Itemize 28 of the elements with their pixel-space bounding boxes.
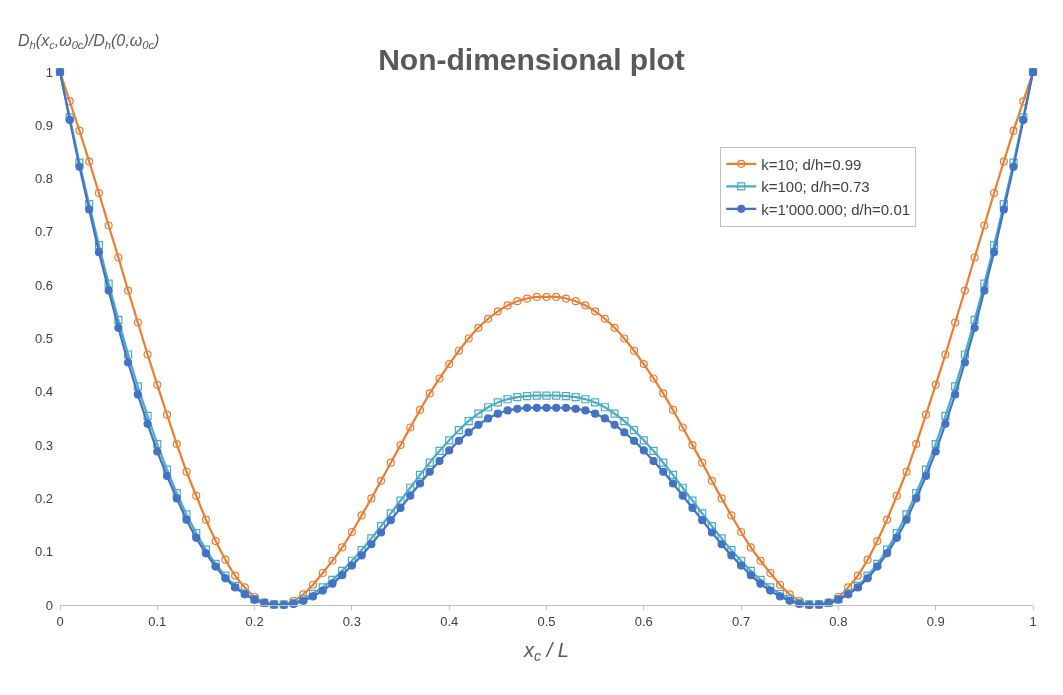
- x-tick-label: 0.4: [440, 613, 459, 629]
- legend-label: k=1'000.000; d/h=0.01: [761, 200, 911, 218]
- y-tick-label: 0.2: [34, 490, 53, 506]
- y-tick-label: 0.8: [34, 171, 53, 187]
- y-tick-label: 1: [45, 64, 53, 80]
- x-axis-title: x$_{c}$ / L: [523, 639, 569, 665]
- x-tick-label: 0: [56, 613, 64, 629]
- y-tick-label: 0.9: [34, 117, 53, 133]
- legend-label: k=100; d/h=0.73: [761, 178, 870, 196]
- text: D$_{h}$(x$_{c}$,ω$_{0c}$)/D$_{h}$(0,ω$_{0c}$): [18, 32, 160, 52]
- legend-label: k=10; d/h=0.99: [761, 155, 862, 173]
- y-tick-label: 0: [45, 597, 53, 613]
- y-tick-label: 0.7: [34, 224, 53, 240]
- x-tick-label: 1: [1029, 613, 1037, 629]
- x-tick-label: 0.9: [926, 613, 945, 629]
- y-tick-label: 0.5: [34, 331, 53, 347]
- x-tick-label: 0.7: [732, 613, 751, 629]
- x-tick-label: 0.5: [537, 613, 556, 629]
- y-tick-label: 0.3: [34, 437, 53, 453]
- chart-title: Non-dimensional plot: [378, 42, 685, 76]
- y-tick-label: 0.6: [34, 277, 53, 293]
- x-tick-label: 0.8: [829, 613, 848, 629]
- x-tick-label: 0.6: [634, 613, 653, 629]
- x-tick-label: 0.2: [245, 613, 264, 629]
- y-tick-label: 0.4: [34, 384, 53, 400]
- x-tick-label: 0.1: [148, 613, 167, 629]
- x-tick-label: 0.3: [342, 613, 361, 629]
- y-tick-label: 0.1: [34, 544, 53, 560]
